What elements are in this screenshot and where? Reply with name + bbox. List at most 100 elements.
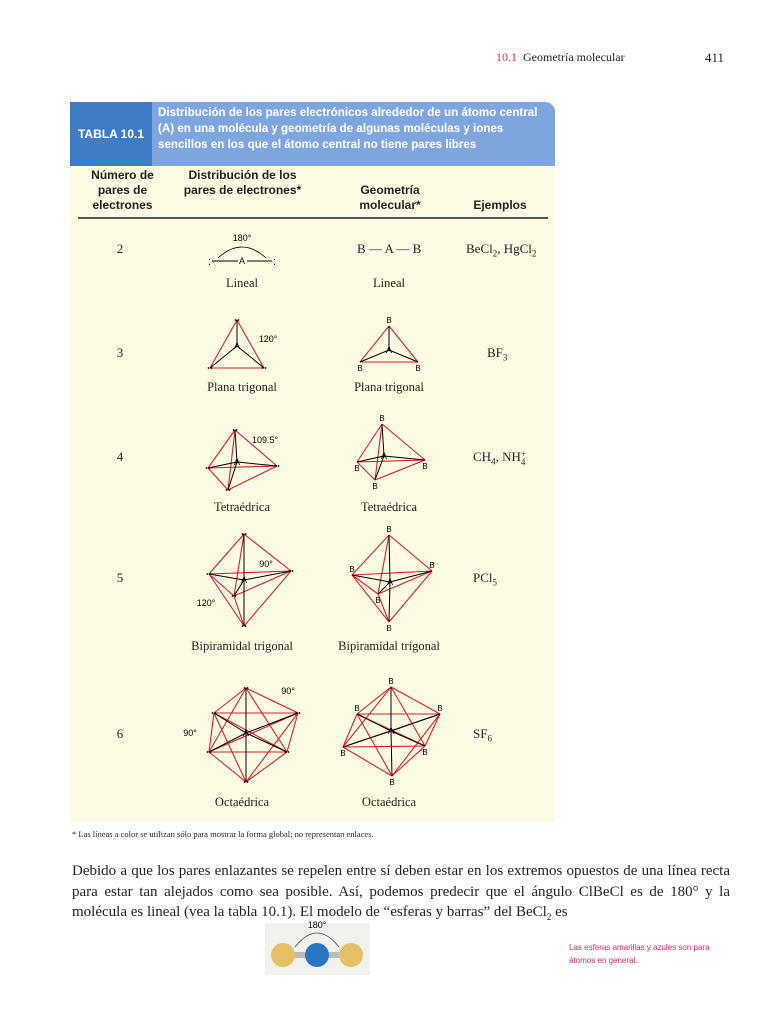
geometry-label: Plana trigonal xyxy=(354,380,424,394)
lone-pair-dot xyxy=(208,467,211,469)
shape-edge xyxy=(213,712,247,783)
bond-line xyxy=(356,713,392,732)
bond-line xyxy=(388,581,391,623)
bond-line xyxy=(390,730,426,747)
shape-edge xyxy=(377,534,390,595)
bond-line xyxy=(351,574,391,583)
angle-label: 90° xyxy=(281,686,295,696)
shape-edge xyxy=(227,429,236,491)
divider xyxy=(78,217,548,219)
lone-pair-dot xyxy=(295,712,298,714)
shape-edge xyxy=(208,712,215,753)
bond-line xyxy=(236,345,265,369)
central-atom-label: A xyxy=(234,341,240,351)
shape-edge xyxy=(342,746,393,777)
shape-edge xyxy=(351,574,390,623)
shape-edge xyxy=(374,459,426,481)
ball-and-stick-model: 180° xyxy=(265,920,370,975)
outer-atom-label: B xyxy=(386,525,391,534)
shape-edge xyxy=(213,712,288,753)
outer-atom-label: B xyxy=(340,749,345,758)
examples: PCl5 xyxy=(473,570,498,588)
lone-pair-dot xyxy=(288,570,291,572)
geometry-label: Tetraédrica xyxy=(360,500,418,514)
bond-line xyxy=(390,713,441,732)
lone-pair-dot xyxy=(207,367,210,369)
central-atom-label: A xyxy=(388,726,394,736)
shape-edge xyxy=(243,570,292,627)
bond-line xyxy=(208,573,245,581)
shape-edge xyxy=(342,686,392,748)
lone-pair-dot xyxy=(243,781,246,783)
outer-atom-label: B xyxy=(422,462,427,471)
central-atom-label: A xyxy=(243,728,249,738)
examples: BF3 xyxy=(487,345,508,363)
lone-pair-dot xyxy=(246,687,249,689)
outer-atom-label: B xyxy=(354,704,359,713)
shape-edge xyxy=(359,325,390,363)
lone-pair-dot xyxy=(225,489,228,491)
shape-edge xyxy=(245,687,288,753)
lone-pair-dot xyxy=(298,712,301,714)
shape-edge xyxy=(236,319,265,369)
row-pair-count: 2 xyxy=(116,241,124,256)
lone-pair-dot xyxy=(244,625,247,627)
yellow-sphere xyxy=(271,943,295,967)
shape-edge xyxy=(245,687,299,714)
lone-pair-dot xyxy=(232,429,235,431)
shape-edge xyxy=(351,574,379,595)
lone-pair-dot xyxy=(284,751,287,753)
lone-pair-dot xyxy=(291,570,294,572)
shape-edge xyxy=(377,570,433,595)
shape-edge xyxy=(351,534,390,576)
lone-pair-dot xyxy=(234,319,237,321)
column-header: Geometría molecular* xyxy=(359,183,421,212)
outer-atom-label: B xyxy=(386,316,391,325)
lone-pair-colon: : xyxy=(273,256,276,268)
outer-atom-label: B xyxy=(349,565,354,574)
shape-edge xyxy=(243,533,292,572)
lone-pair-dot xyxy=(261,367,264,369)
bond-line xyxy=(342,730,392,748)
lone-pair-dot xyxy=(237,319,240,321)
bond-line xyxy=(227,461,238,491)
shape-edge xyxy=(286,712,299,753)
outer-atom-label: B xyxy=(437,704,442,713)
bond-line xyxy=(243,570,292,581)
blue-sphere xyxy=(305,943,329,967)
angle-label: 90° xyxy=(183,728,197,738)
lone-pair-dot xyxy=(209,751,212,753)
outer-atom-label: B xyxy=(357,364,362,373)
bond-line xyxy=(388,534,391,583)
shape-edge xyxy=(388,534,433,572)
shape-edge xyxy=(207,465,278,469)
shape-edge xyxy=(377,593,390,623)
distribution-label: Octaédrica xyxy=(214,795,270,809)
shape-edge xyxy=(390,686,441,715)
shape-edge xyxy=(391,745,426,777)
shape-edge xyxy=(207,429,236,469)
table-10-1 xyxy=(70,102,555,822)
margin-note: Las esferas amarillas y azules son para … xyxy=(569,943,710,965)
bond-line xyxy=(233,579,245,597)
angle-label: 120° xyxy=(259,334,278,344)
outer-atom-label: B xyxy=(379,414,384,423)
shape-edge xyxy=(356,459,426,463)
lone-pair-dot xyxy=(210,367,213,369)
shape-edge xyxy=(234,429,278,467)
shape-edge xyxy=(208,712,299,753)
bond-line xyxy=(374,455,385,481)
shape-edge xyxy=(208,570,292,575)
shape-edge xyxy=(233,595,245,627)
distribution-label: Lineal xyxy=(226,276,258,290)
shape-edge xyxy=(342,713,358,748)
lone-pair-dot xyxy=(206,573,209,575)
shape-edge xyxy=(207,467,229,491)
geometry-label: Lineal xyxy=(373,276,405,290)
lone-pair-dot xyxy=(228,489,231,491)
shape-edge xyxy=(390,686,426,747)
outer-atom-label: B xyxy=(354,464,359,473)
bond-line xyxy=(377,581,391,595)
outer-atom-label: B xyxy=(422,748,427,757)
